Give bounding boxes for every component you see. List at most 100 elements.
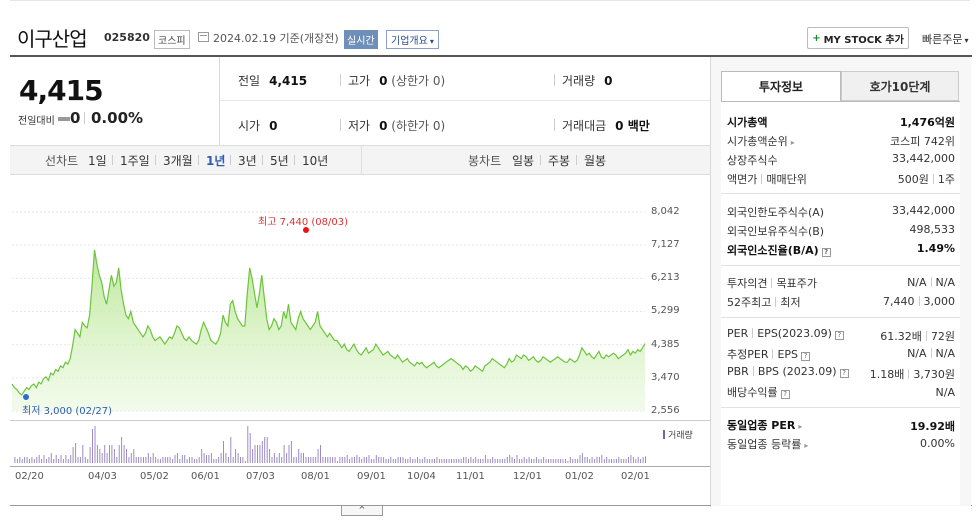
volume-bar: [446, 459, 448, 463]
chevron-down-icon: ▾: [964, 36, 969, 45]
industry-change-text: 동일업종 등락률: [727, 438, 802, 451]
volume-bar: [387, 459, 389, 463]
help-icon[interactable]: ?: [834, 331, 844, 340]
52week-value: 7,440 3,000: [883, 295, 955, 308]
tab-investment-info[interactable]: 투자정보: [721, 71, 841, 101]
volume-bar: [540, 459, 542, 463]
volume-bar: [259, 445, 261, 463]
volume-bar: [281, 457, 283, 463]
volume-bar: [162, 457, 164, 463]
market-badge: 코스피: [154, 30, 190, 49]
volume-bar: [366, 457, 368, 463]
industry-change-link[interactable]: 동일업종 등락률 ▸: [727, 436, 808, 452]
volume-bar: [186, 459, 188, 463]
help-icon[interactable]: ?: [839, 369, 849, 378]
period-bar: [10, 145, 710, 175]
volume-bar: [184, 455, 186, 463]
volume-bar: [247, 426, 249, 463]
volume-bar: [75, 443, 77, 463]
volume-bar: [521, 459, 523, 463]
volume-legend: 거래량: [663, 428, 693, 441]
candle-daily[interactable]: 일봉: [512, 154, 535, 168]
volume-bar: [269, 449, 271, 463]
volume-bar: [608, 459, 610, 463]
volume-bar: [126, 449, 127, 463]
period-3y[interactable]: 3년: [238, 154, 257, 168]
quick-order-button[interactable]: 빠른주문 ▾: [922, 31, 969, 47]
candle-weekly[interactable]: 주봉: [548, 154, 571, 168]
help-icon[interactable]: ?: [821, 248, 831, 257]
volume-bar: [62, 459, 64, 463]
volume-bar: [601, 455, 603, 463]
market-cap-rank-link[interactable]: 시가총액순위 ▸: [727, 133, 795, 149]
volume-bar: [295, 457, 297, 463]
volume-bar: [157, 459, 159, 463]
per-text: PER: [727, 327, 749, 340]
x-tick: 04/03: [88, 471, 117, 482]
volume-bar: [33, 459, 35, 463]
volume-bar: [240, 457, 241, 463]
y-tick: 4,385: [651, 339, 680, 350]
open-value: 0: [269, 119, 278, 133]
per-value: 61.32배 72원: [880, 328, 955, 344]
volume-bar: [625, 459, 627, 463]
volume-bar: [252, 449, 254, 463]
x-tick: 09/01: [357, 471, 386, 482]
candle-chart-label: 봉차트: [468, 154, 502, 168]
volume-bar: [332, 457, 334, 463]
period-3m[interactable]: 3개월: [163, 154, 193, 168]
price-box: [10, 57, 220, 145]
volume-bar: [244, 461, 246, 463]
volume-bar: [613, 459, 615, 463]
volume-bar: [346, 455, 348, 463]
volume-bar: [305, 457, 307, 463]
trade-amount: 거래대금 0 백만: [562, 117, 650, 134]
collapse-toggle[interactable]: ^: [341, 506, 383, 516]
help-icon[interactable]: ?: [801, 352, 811, 361]
volume-bar: [273, 453, 275, 463]
volume-bar: [579, 455, 581, 463]
volume-bar: [373, 459, 375, 463]
candle-monthly[interactable]: 월봉: [584, 154, 607, 168]
prev-close: 전일 4,415: [238, 72, 307, 89]
my-stock-add-button[interactable]: + MY STOCK 추가: [807, 27, 909, 49]
volume-bar: [414, 459, 416, 463]
volume-bar: [266, 437, 268, 463]
est-per-label: 추정PER EPS?: [727, 346, 811, 362]
period-10y[interactable]: 10년: [302, 154, 329, 168]
low-marker: [23, 394, 29, 400]
dividend-value: N/A: [935, 386, 955, 399]
volume-bar: [82, 445, 84, 463]
volume-value: 0: [604, 74, 613, 88]
period-1w[interactable]: 1주일: [120, 154, 150, 168]
volume-bar: [630, 455, 632, 463]
volume-bar: [14, 457, 16, 463]
industry-change-value: 0.00%: [920, 437, 955, 450]
change-label: 전일대비: [18, 116, 55, 127]
price-line: [11, 249, 646, 396]
divider: [761, 174, 763, 184]
realtime-button[interactable]: 실시간: [344, 30, 378, 49]
period-1d[interactable]: 1일: [88, 154, 107, 168]
52week-high-val: 7,440: [883, 295, 915, 308]
bps-text: BPS (2023.09): [757, 365, 837, 378]
period-1y[interactable]: 1년: [206, 154, 226, 168]
volume-bar: [628, 457, 629, 463]
volume-bar: [426, 459, 428, 463]
volume-bar: [572, 459, 574, 463]
tab-orderbook[interactable]: 호가10단계: [841, 71, 959, 101]
volume-bar: [586, 457, 588, 463]
volume-bar: [511, 457, 513, 463]
divider: [925, 331, 927, 341]
volume-bar: [29, 459, 30, 463]
company-overview-dropdown[interactable]: 기업개요 ▾: [386, 30, 439, 49]
volume-bar: [174, 455, 176, 463]
volume-bar: [337, 461, 338, 463]
52week-high-text: 52주최고: [727, 296, 772, 309]
volume-bar: [84, 457, 86, 463]
price-chart[interactable]: [0, 0, 711, 500]
help-icon[interactable]: ?: [780, 390, 790, 399]
period-5y[interactable]: 5년: [270, 154, 289, 168]
volume-bar: [409, 457, 411, 463]
industry-per-link[interactable]: 동일업종 PER ▸: [727, 417, 802, 433]
